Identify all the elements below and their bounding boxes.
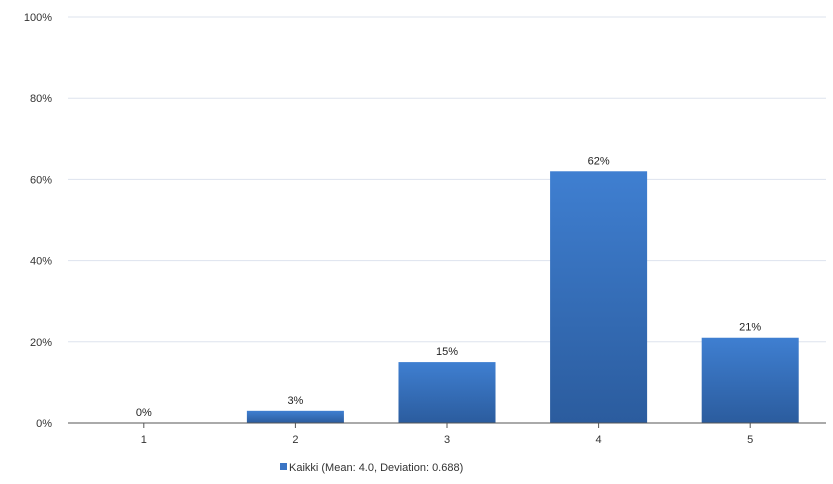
y-tick-label: 80%	[30, 93, 52, 105]
y-tick-label: 40%	[30, 256, 52, 268]
bar	[398, 362, 496, 423]
y-axis-ticks: 0% 20% 40% 60% 80% 100%	[24, 12, 52, 430]
bar	[550, 171, 648, 423]
x-tick-label: 4	[596, 434, 602, 446]
grid-lines	[68, 16, 826, 343]
data-label: 3%	[287, 395, 303, 407]
data-labels: 0% 3% 15% 62% 21%	[136, 155, 762, 419]
y-tick-label: 20%	[30, 337, 52, 349]
bar	[701, 337, 799, 423]
x-tick-label: 2	[292, 434, 298, 446]
bars	[246, 171, 799, 423]
y-tick-label: 0%	[36, 418, 52, 430]
legend-label: Kaikki (Mean: 4.0, Deviation: 0.688)	[289, 462, 463, 474]
legend-marker	[280, 463, 287, 470]
y-tick-label: 60%	[30, 174, 52, 186]
bar	[246, 410, 344, 423]
legend[interactable]: Kaikki (Mean: 4.0, Deviation: 0.688)	[280, 462, 463, 474]
data-label: 15%	[436, 346, 458, 358]
y-tick-label: 100%	[24, 12, 52, 24]
x-tick-label: 5	[747, 434, 753, 446]
x-tick-label: 3	[444, 434, 450, 446]
data-label: 0%	[136, 407, 152, 419]
data-label: 62%	[588, 155, 610, 167]
x-axis-ticks: 1 2 3 4 5	[141, 423, 753, 446]
data-label: 21%	[739, 322, 761, 334]
x-tick-label: 1	[141, 434, 147, 446]
